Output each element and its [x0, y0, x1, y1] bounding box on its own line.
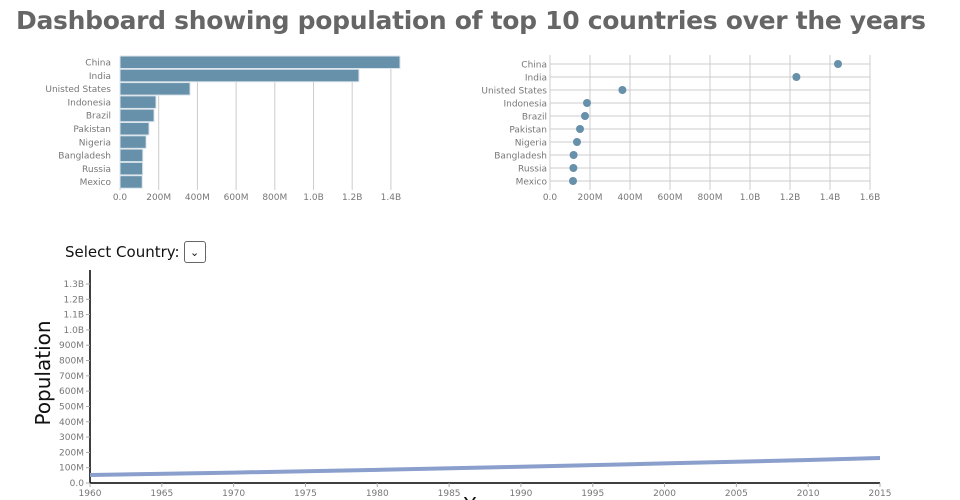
y-tick-label: Russia: [518, 165, 547, 175]
x-tick-label: 200M: [146, 193, 171, 203]
select-label: Select Country:: [65, 243, 180, 261]
y-tick-label: India: [89, 72, 111, 82]
y-tick-label: 400M: [59, 418, 84, 428]
data-point: [576, 125, 584, 133]
y-tick-label: 1.3B: [64, 280, 85, 290]
y-tick-label: 300M: [59, 433, 84, 443]
x-tick-label: 0.0: [543, 193, 558, 203]
y-tick-label: 0.0: [70, 479, 85, 489]
y-tick-label: Russia: [82, 165, 111, 175]
country-select: Select Country: ⌄: [65, 241, 206, 263]
x-tick-label: 2000: [653, 489, 676, 499]
x-tick-label: 1985: [438, 489, 461, 499]
x-tick-label: 1965: [150, 489, 173, 499]
x-axis-title: Year: [463, 493, 507, 500]
bar: [119, 95, 157, 109]
x-tick-label: 1.4B: [381, 193, 402, 203]
data-point: [583, 99, 591, 107]
y-tick-label: Pakistan: [73, 125, 111, 135]
x-tick-label: 800M: [262, 193, 287, 203]
x-tick-label: 2010: [797, 489, 820, 499]
x-tick-label: 2005: [725, 489, 748, 499]
y-tick-label: 200M: [59, 448, 84, 458]
y-tick-label: China: [521, 61, 547, 71]
bar: [119, 55, 401, 69]
y-tick-label: 100M: [59, 464, 84, 474]
y-tick-label: Unisted States: [45, 85, 111, 95]
x-tick-label: 2015: [869, 489, 892, 499]
data-point: [573, 138, 581, 146]
data-point: [581, 112, 589, 120]
x-tick-label: 1.6B: [860, 193, 881, 203]
y-tick-label: Unisted States: [481, 87, 547, 97]
data-point: [569, 177, 577, 185]
x-tick-label: 1970: [222, 489, 245, 499]
x-tick-label: 600M: [224, 193, 249, 203]
x-tick-label: 1980: [366, 489, 389, 499]
bar: [119, 148, 144, 163]
bar: [119, 122, 150, 136]
data-point: [618, 86, 627, 94]
x-tick-label: 0.0: [113, 193, 128, 203]
y-tick-label: Bangladesh: [58, 152, 111, 162]
y-tick-label: India: [525, 74, 547, 84]
bar: [119, 82, 191, 96]
data-point: [792, 73, 801, 81]
x-tick-label: 1975: [294, 489, 317, 499]
population-line: [89, 456, 881, 478]
y-tick-label: Nigeria: [79, 138, 111, 148]
x-tick-label: 1.0B: [303, 193, 324, 203]
x-tick-label: 200M: [578, 193, 603, 203]
data-point: [834, 60, 842, 68]
data-point: [569, 151, 578, 159]
x-tick-label: 1.4B: [820, 193, 841, 203]
y-tick-label: Mexico: [516, 178, 548, 188]
x-tick-label: 800M: [698, 193, 723, 203]
y-tick-label: Pakistan: [509, 126, 547, 136]
x-tick-label: 1990: [509, 489, 532, 499]
x-tick-label: 1.0B: [740, 193, 761, 203]
country-dropdown[interactable]: ⌄: [183, 241, 206, 263]
y-tick-label: 1.1B: [64, 311, 85, 321]
chevron-down-icon: ⌄: [190, 245, 200, 259]
y-tick-label: 600M: [59, 387, 84, 397]
bar: [119, 68, 360, 83]
x-tick-label: 1960: [79, 489, 102, 499]
y-tick-label: Brazil: [522, 113, 547, 123]
x-tick-label: 400M: [185, 193, 210, 203]
y-tick-label: Nigeria: [515, 139, 547, 149]
x-tick-label: 1.2B: [342, 193, 363, 203]
bar: [119, 161, 144, 176]
bar: [119, 135, 147, 149]
bar: [119, 108, 155, 123]
y-tick-label: 900M: [59, 341, 84, 351]
y-tick-label: 500M: [59, 402, 84, 412]
y-tick-label: Bangladesh: [494, 152, 547, 162]
x-tick-label: 600M: [658, 193, 683, 203]
y-tick-label: China: [85, 59, 111, 69]
y-tick-label: 800M: [59, 357, 84, 367]
x-tick-label: 1.2B: [780, 193, 801, 203]
bar: [119, 175, 143, 189]
x-tick-label: 1995: [581, 489, 604, 499]
y-tick-label: Indonesia: [67, 98, 111, 108]
y-tick-label: 1.2B: [64, 295, 85, 305]
y-tick-label: Brazil: [86, 112, 111, 122]
x-tick-label: 400M: [618, 193, 643, 203]
data-point: [569, 164, 578, 172]
y-tick-label: 700M: [59, 372, 84, 382]
y-tick-label: Mexico: [80, 178, 112, 188]
y-axis-title: Population: [31, 320, 55, 425]
y-tick-label: Indonesia: [503, 100, 547, 110]
y-tick-label: 1.0B: [64, 326, 85, 336]
page-title: Dashboard showing population of top 10 c…: [16, 6, 926, 35]
